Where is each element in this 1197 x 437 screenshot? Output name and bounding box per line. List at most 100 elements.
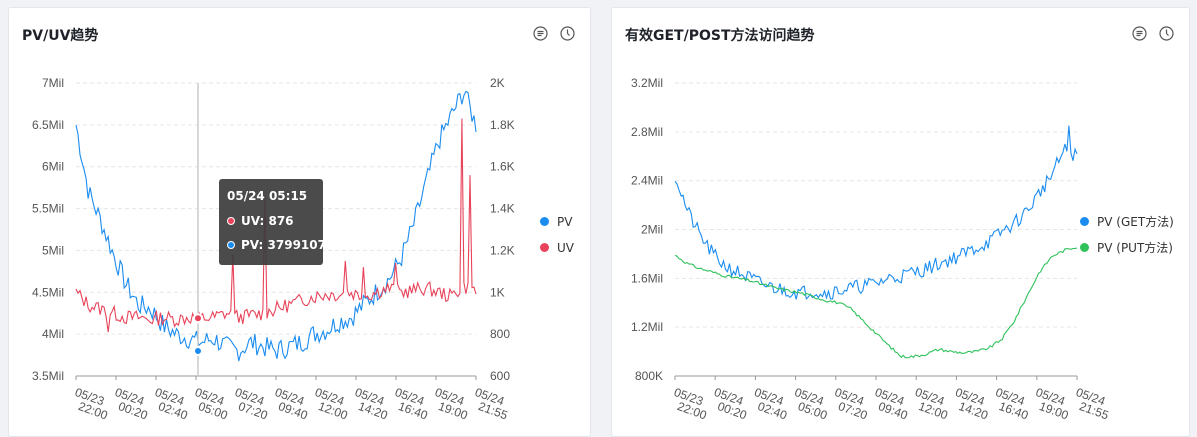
list-icon[interactable] [532,25,549,42]
legend-dot [1080,217,1089,226]
y-tick-label: 5.5Mil [32,202,64,216]
x-tick-label: 05/2405:00 [789,385,834,423]
x-tick-time: 12:00 [917,399,950,423]
x-tick-time: 09:40 [277,399,310,423]
tooltip-dot [227,217,235,225]
y-tick-label: 6.5Mil [32,118,64,132]
x-tick-label: 05/2400:20 [109,385,154,423]
y2-tick-label: 2K [490,76,505,90]
x-tick-label: 05/2416:40 [389,385,434,423]
panel-title: 有效GET/POST方法访问趋势 [625,28,815,44]
hover-marker-uv [193,313,203,324]
x-tick-time: 14:20 [357,399,390,423]
x-tick-time: 05:00 [197,399,230,423]
y-tick-label: 1.6Mil [631,271,663,285]
x-tick-label: 05/2405:00 [189,385,234,423]
y-tick-label: 5Mil [42,243,64,257]
x-tick-label: 05/2416:40 [990,385,1035,423]
pv-uv-chart-panel: PV/UV趋势 3.5Mil 4Mil 4.5Mil 5Mil 5.5Mil 6Mil 6.… [8,7,591,437]
get-post-chart-panel: 有效GET/POST方法访问趋势 800K 1.2Mil 1.6Mil 2Mil 2.4… [611,7,1190,437]
x-tick-time: 21:55 [477,399,510,423]
chart-legend: PV UV [540,215,574,267]
panel-toolbar [532,25,576,42]
y2-tick-label: 1.4K [490,202,515,216]
y-tick-label: 7Mil [42,76,64,90]
tooltip-dot [227,241,235,249]
x-tick-label: 05/2414:20 [949,385,994,423]
y-tick-label: 4.5Mil [32,285,64,299]
hover-marker-pv [193,345,203,356]
series-line-uv [75,118,477,333]
pv-uv-line-chart: 3.5Mil 4Mil 4.5Mil 5Mil 5.5Mil 6Mil 6.5Mil 7Mil… [32,76,515,423]
chart-legend: PV (GET方法) PV (PUT方法) [1080,215,1174,267]
x-tick-time: 12:00 [317,399,350,423]
tooltip-row-pv: PV: 3799107 [227,238,326,252]
legend-label: UV [557,240,574,255]
x-tick-label: 05/2402:40 [149,385,194,423]
y2-tick-label: 1.2K [490,243,515,257]
series-line-put [674,247,1078,359]
y-tick-label: 3.2Mil [631,76,663,90]
x-tick-label: 05/2421:55 [1070,385,1115,423]
x-tick-label: 05/2322:00 [668,385,713,423]
legend-item-put[interactable]: PV (PUT方法) [1080,241,1174,255]
x-tick-time: 14:20 [957,399,990,423]
y2-tick-label: 1K [490,285,505,299]
x-tick-time: 09:40 [877,399,910,423]
list-icon[interactable] [1131,25,1148,42]
y-tick-label: 2Mil [641,223,663,237]
x-tick-time: 16:40 [397,399,430,423]
tooltip-row-label: PV: 3799107 [241,238,326,252]
tooltip-title: 05/24 05:15 [227,189,308,203]
x-tick-label: 05/2400:20 [708,385,753,423]
y2-tick-label: 1.6K [490,160,515,174]
series-line-pv [75,90,477,362]
series-line-get [674,125,1078,300]
x-tick-label: 05/2409:40 [869,385,914,423]
x-tick-time: 16:40 [997,399,1030,423]
y-tick-label: 2.8Mil [631,125,663,139]
chart-tooltip: 05/24 05:15 UV: 876 PV: 3799107 [219,179,326,265]
x-tick-label: 05/2402:40 [748,385,793,423]
y2-tick-label: 600 [490,369,510,383]
y-tick-label: 4Mil [42,327,64,341]
x-tick-label: 05/2421:55 [469,385,514,423]
x-tick-label: 05/2412:00 [309,385,354,423]
x-tick-label: 05/2412:00 [909,385,954,423]
legend-label: PV [557,214,573,229]
x-tick-time: 07:20 [237,399,270,423]
x-tick-label: 05/2407:20 [229,385,274,423]
tooltip-row-uv: UV: 876 [227,214,315,228]
legend-item-pv[interactable]: PV [540,214,574,229]
x-tick-label: 05/2409:40 [269,385,314,423]
x-tick-time: 21:55 [1078,399,1111,423]
panel-toolbar [1131,25,1175,42]
legend-item-get[interactable]: PV (GET方法) [1080,215,1174,229]
y2-tick-label: 800 [490,327,510,341]
legend-label: PV (GET方法) [1097,215,1174,229]
clock-icon[interactable] [1158,25,1175,42]
x-tick-label: 05/2407:20 [829,385,874,423]
panel-title: PV/UV趋势 [22,28,99,44]
x-tick-time: 07:20 [836,399,869,423]
x-tick-time: 19:00 [1037,399,1070,423]
x-tick-time: 22:00 [77,399,110,423]
y-tick-label: 6Mil [42,160,64,174]
y-tick-label: 1.2Mil [631,320,663,334]
legend-dot [1080,243,1089,252]
x-tick-label: 05/2419:00 [1030,385,1075,423]
x-tick-time: 02:40 [157,399,190,423]
y2-tick-label: 1.8K [490,118,515,132]
tooltip-row-label: UV: 876 [241,214,294,228]
x-tick-time: 05:00 [796,399,829,423]
x-tick-label: 05/2322:00 [69,385,114,423]
x-tick-time: 02:40 [756,399,789,423]
legend-item-uv[interactable]: UV [540,240,574,255]
clock-icon[interactable] [559,25,576,42]
x-tick-time: 00:20 [117,399,150,423]
legend-dot [540,243,549,252]
x-tick-time: 22:00 [676,399,709,423]
x-tick-time: 00:20 [716,399,749,423]
legend-dot [540,217,549,226]
x-tick-label: 05/2419:00 [429,385,474,423]
